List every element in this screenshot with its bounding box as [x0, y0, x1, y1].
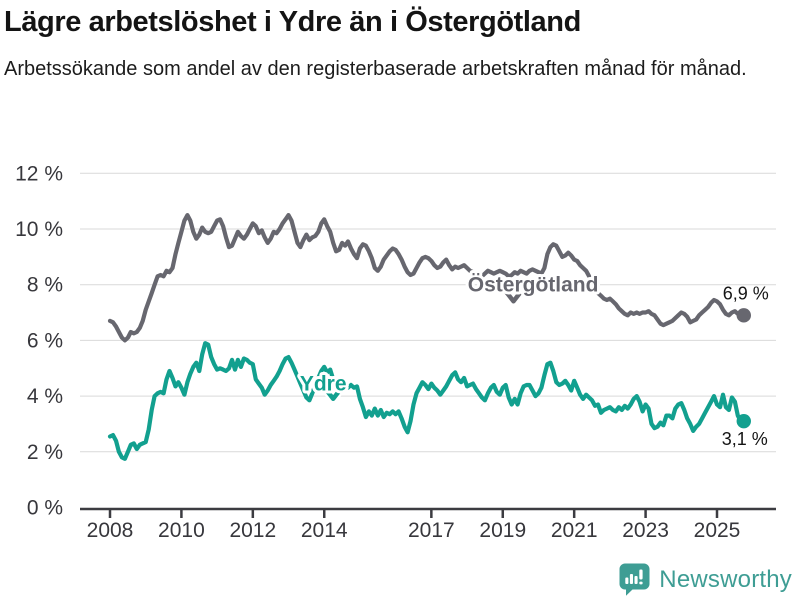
page-title: Lägre arbetslöshet i Ydre än i Östergötl… [4, 6, 581, 38]
end-dot-östergötland [736, 308, 751, 323]
end-value-label: 3,1 % [722, 429, 768, 449]
series-line-östergötland [107, 213, 746, 343]
x-axis-tick-label: 2023 [622, 519, 669, 542]
x-axis-tick-label: 2019 [479, 519, 526, 542]
end-dot-ydre [736, 413, 751, 429]
y-axis-tick-label: 10 % [15, 218, 63, 241]
x-axis-tick-label: 2017 [408, 519, 455, 542]
x-axis-tick-label: 2021 [551, 519, 598, 542]
newsworthy-logo-icon [619, 563, 650, 596]
y-axis-tick-label: 4 % [27, 385, 63, 408]
x-axis-tick-label: 2010 [158, 519, 205, 542]
series-line-ydre [107, 341, 746, 461]
y-axis-tick-label: 8 % [27, 274, 63, 297]
label-caret-icon [323, 387, 343, 401]
series-label-östergötland: Östergötland [468, 274, 599, 297]
brand-name: Newsworthy [659, 565, 792, 593]
x-axis-tick-label: 2008 [87, 519, 134, 542]
y-axis-tick-label: 12 % [15, 162, 63, 185]
label-caret-icon [504, 289, 523, 304]
y-axis-tick-label: 0 % [27, 497, 63, 520]
y-axis-tick-label: 2 % [27, 441, 63, 464]
y-axis-tick-label: 6 % [27, 329, 63, 352]
x-axis-tick-label: 2014 [301, 519, 348, 542]
header: Lägre arbetslöshet i Ydre än i Östergötl… [4, 6, 796, 84]
brand-footer: Newsworthy [619, 563, 792, 596]
x-axis-tick-label: 2012 [229, 519, 276, 542]
x-axis-tick-label: 2025 [694, 519, 741, 542]
series-label-ydre: Ydre [300, 373, 347, 396]
page-subtitle: Arbetssökande som andel av den registerb… [4, 58, 747, 81]
end-value-label: 6,9 % [723, 283, 769, 303]
